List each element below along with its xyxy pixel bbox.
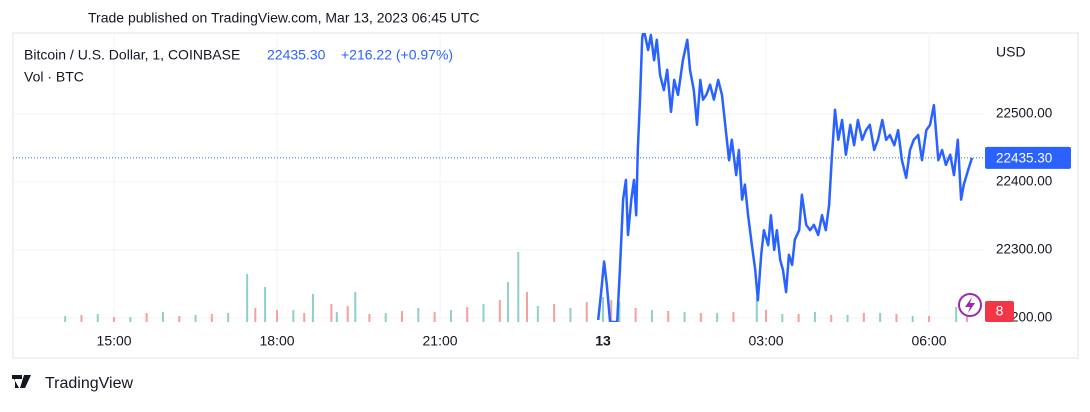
volume-bar: [129, 317, 132, 322]
volume-bar: [466, 307, 469, 322]
alert-count: 8: [996, 303, 1004, 319]
volume-bar: [482, 304, 485, 322]
volume-bar: [602, 297, 605, 322]
volume-bar: [346, 306, 349, 322]
x-tick-label: 13: [595, 333, 611, 349]
volume-bar: [966, 314, 969, 322]
volume-bar: [254, 308, 257, 322]
volume-bar: [498, 300, 501, 322]
volume-bar: [335, 312, 338, 322]
y-tick-label: 22500.00: [996, 105, 1052, 120]
volume-bar: [113, 317, 116, 322]
volume-bar: [178, 316, 181, 322]
y-tick-label: 22300.00: [996, 241, 1052, 256]
volume-bar: [161, 312, 164, 322]
last-price-badge: [985, 146, 1071, 169]
volume-bar: [264, 287, 267, 322]
volume-bar: [911, 316, 914, 322]
grid: [13, 33, 985, 322]
x-tick-label: 18:00: [260, 333, 295, 349]
alert-badge: [985, 301, 1014, 322]
volume-bar: [716, 313, 719, 322]
volume: [64, 252, 969, 322]
last-price-label: 22435.30: [996, 150, 1052, 165]
volume-bar: [797, 314, 800, 322]
legend-price: 22435.30: [267, 47, 326, 63]
logo-icon: [12, 375, 31, 388]
volume-bar: [699, 313, 702, 322]
volume-bar: [96, 314, 99, 322]
volume-bar: [303, 313, 306, 322]
volume-bar: [585, 302, 588, 322]
volume-bar: [449, 310, 452, 322]
legend-title: Bitcoin / U.S. Dollar, 1, COINBASE: [24, 47, 240, 63]
volume-bar: [227, 313, 230, 322]
volume-bar: [755, 297, 758, 322]
volume-bar: [928, 316, 931, 322]
volume-bar: [618, 302, 621, 322]
volume-bar: [276, 310, 279, 322]
volume-bar: [862, 313, 865, 322]
legend-change: +216.22 (+0.97%): [341, 47, 453, 63]
volume-bar: [879, 313, 882, 322]
volume-bar: [667, 311, 670, 322]
footer-brand: TradingView: [45, 375, 133, 392]
volume-bar: [553, 304, 556, 322]
volume-bar: [354, 292, 357, 322]
volume-bar: [830, 315, 833, 322]
volume-bar: [368, 314, 371, 322]
volume-bar: [433, 312, 436, 322]
volume-bar: [895, 314, 898, 322]
volume-bar: [80, 315, 83, 322]
volume-bar: [401, 311, 404, 322]
volume-bar: [246, 274, 249, 322]
volume-bar: [610, 300, 613, 322]
x-tick-label: 03:00: [749, 333, 784, 349]
volume-bar: [732, 312, 735, 322]
volume-bar: [781, 314, 784, 322]
y-unit: USD: [996, 44, 1026, 60]
volume-bar: [292, 310, 295, 322]
volume-bar: [955, 307, 958, 322]
x-tick-label: 15:00: [97, 333, 132, 349]
volume-label: Vol · BTC: [24, 69, 84, 85]
volume-bar: [569, 308, 572, 322]
x-tick-label: 21:00: [423, 333, 458, 349]
lightning-glyph: [965, 297, 975, 313]
volume-bar: [210, 314, 213, 322]
volume-bar: [517, 252, 520, 322]
volume-bar: [650, 310, 653, 322]
volume-bar: [384, 313, 387, 322]
volume-bar: [417, 308, 420, 322]
volume-bar: [765, 310, 768, 322]
volume-bar: [813, 312, 816, 322]
volume-bar: [683, 312, 686, 322]
volume-bar: [64, 316, 67, 322]
published-note: Trade published on TradingView.com, Mar …: [88, 10, 479, 26]
chart-frame: [12, 32, 1079, 359]
price-line: [596, 33, 974, 322]
y-tick-label: 22400.00: [996, 173, 1052, 188]
volume-bar: [330, 304, 333, 322]
volume-bar: [525, 292, 528, 322]
volume-bar: [194, 315, 197, 322]
x-tick-label: 06:00: [912, 333, 947, 349]
volume-bar: [506, 282, 509, 322]
price-pane: [13, 33, 985, 322]
volume-bar: [846, 315, 849, 322]
volume-bar: [536, 306, 539, 322]
volume-bar: [311, 294, 314, 322]
volume-bar: [145, 313, 148, 322]
volume-bar: [634, 308, 637, 322]
